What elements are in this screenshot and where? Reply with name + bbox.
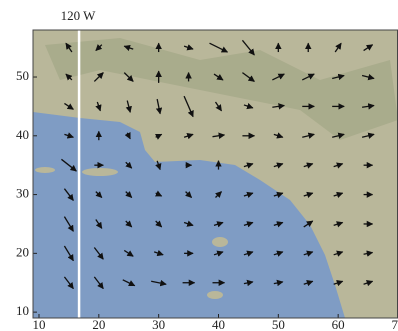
x-tick-label: 60 — [332, 317, 345, 331]
annotation: 120 W — [61, 8, 97, 23]
map-chart: 120 W 10 20 30 40 50 10 20 30 40 50 60 70 — [0, 0, 398, 331]
x-tick-label: 10 — [32, 317, 45, 331]
y-tick-label: 10 — [16, 303, 29, 318]
island — [35, 167, 55, 173]
island — [212, 237, 228, 247]
island — [207, 291, 223, 299]
island — [82, 168, 118, 176]
y-tick-label: 30 — [16, 186, 29, 201]
y-tick-label: 50 — [16, 68, 29, 83]
x-tick-label: 50 — [272, 317, 285, 331]
y-tick-label: 40 — [16, 127, 29, 142]
x-tick-label: 20 — [92, 317, 105, 331]
x-tick-label: 40 — [212, 317, 225, 331]
x-tick-label: 70 — [392, 317, 398, 331]
x-tick-label: 30 — [152, 317, 165, 331]
y-tick-label: 20 — [16, 244, 29, 259]
